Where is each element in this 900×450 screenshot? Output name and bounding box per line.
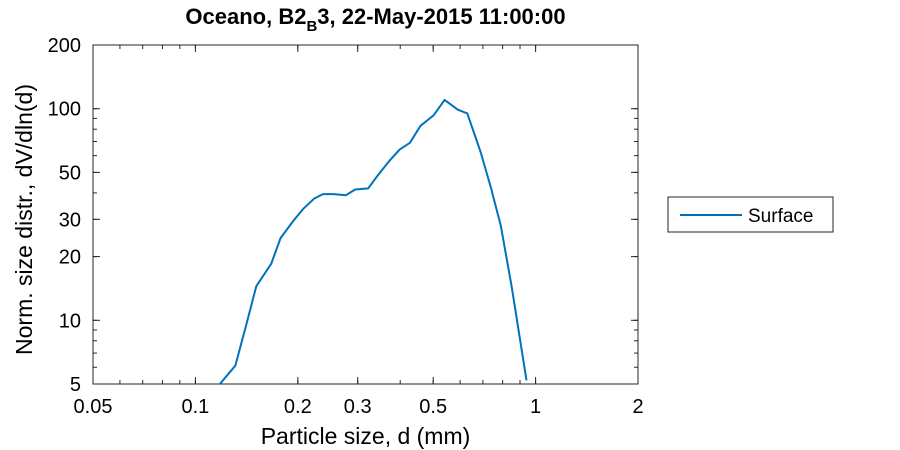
y-tick-label: 20	[59, 247, 81, 269]
legend-entry-label: Surface	[748, 206, 813, 227]
x-tick-label: 0.1	[182, 396, 210, 418]
y-tick-label: 100	[48, 99, 81, 121]
series-layer	[219, 98, 528, 384]
x-axis: 0.05 0.1 0.2 0.3 0.5 1 2	[74, 45, 644, 418]
y-tick-label: 30	[59, 209, 81, 231]
chart-title-main: Oceano, B2	[185, 4, 306, 29]
x-tick-label: 2	[632, 396, 643, 418]
y-axis: 5 10 20 30 50 100 200	[48, 35, 638, 396]
x-tick-label: 0.2	[284, 396, 312, 418]
chart-title: Oceano, B2B3, 22-May-2015 11:00:00	[185, 4, 565, 35]
x-tick-label: 1	[530, 396, 541, 418]
chart-title-subscript: B	[306, 18, 317, 35]
x-axis-label: Particle size, d (mm)	[261, 423, 471, 449]
x-tick-label: 0.3	[344, 396, 372, 418]
y-tick-label: 10	[59, 310, 81, 332]
y-tick-label: 200	[48, 35, 81, 57]
chart-title-rest: 3, 22-May-2015 11:00:00	[317, 4, 565, 29]
plot-area	[92, 44, 639, 385]
y-axis-label: Norm. size distr., dV/dln(d)	[11, 84, 37, 355]
x-tick-label: 0.05	[74, 396, 113, 418]
x-tick-label: 0.5	[419, 396, 447, 418]
plot-frame	[92, 44, 639, 385]
legend: Surface	[667, 196, 834, 233]
y-tick-label: 5	[70, 374, 81, 396]
y-tick-label: 50	[59, 162, 81, 184]
chart-title-text: Oceano, B2B3, 22-May-2015 11:00:00	[185, 4, 565, 35]
series-line	[219, 98, 528, 384]
